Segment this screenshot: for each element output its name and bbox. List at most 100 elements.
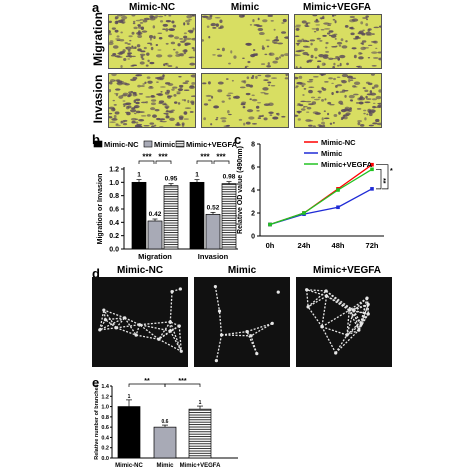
stained-cell bbox=[122, 103, 129, 106]
stained-cell bbox=[221, 120, 227, 123]
stained-cell bbox=[155, 43, 159, 47]
stained-cell bbox=[371, 40, 377, 43]
tube-branch bbox=[346, 310, 355, 336]
data-label: 0.98 bbox=[223, 174, 236, 181]
panel-d-letter: d bbox=[92, 266, 100, 281]
stained-cell bbox=[359, 124, 365, 127]
stained-cell bbox=[252, 48, 256, 52]
stained-cell bbox=[371, 98, 377, 101]
legend-swatch bbox=[143, 140, 153, 148]
stained-cell bbox=[188, 85, 195, 89]
tube-branch bbox=[99, 327, 117, 331]
stained-cell bbox=[323, 63, 326, 65]
tube-branch bbox=[124, 317, 140, 326]
stained-cell bbox=[358, 30, 364, 34]
stained-cell bbox=[263, 79, 269, 81]
stained-cell bbox=[335, 90, 339, 94]
stained-cell bbox=[260, 92, 266, 94]
tube-branch bbox=[246, 322, 273, 333]
stained-cell bbox=[333, 62, 336, 66]
stained-cell bbox=[178, 115, 184, 119]
stained-cell bbox=[349, 99, 353, 101]
stained-cell bbox=[183, 52, 187, 55]
stained-cell bbox=[295, 54, 299, 57]
tube-branch bbox=[169, 330, 182, 352]
stained-cell bbox=[116, 15, 123, 17]
stained-cell bbox=[233, 55, 237, 59]
stained-cell bbox=[203, 117, 207, 121]
stained-cell bbox=[129, 39, 132, 42]
panel-a-col-title-3: Mimic+VEGFA bbox=[302, 2, 372, 13]
stained-cell bbox=[115, 38, 121, 40]
stained-cell bbox=[120, 64, 123, 68]
stained-cell bbox=[350, 26, 354, 30]
stained-cell bbox=[336, 41, 343, 45]
stained-cell bbox=[332, 15, 337, 17]
tube-node bbox=[123, 316, 127, 320]
stained-cell bbox=[143, 46, 147, 50]
stained-cell bbox=[168, 28, 175, 31]
stained-cell bbox=[173, 101, 178, 104]
significance-label: *** bbox=[216, 153, 226, 162]
stained-cell bbox=[269, 52, 272, 56]
panel-d-col-title-1: Mimic-NC bbox=[116, 265, 164, 276]
stained-cell bbox=[295, 87, 299, 89]
stained-cell bbox=[372, 122, 378, 125]
stained-cell bbox=[190, 100, 195, 104]
stained-cell bbox=[225, 78, 229, 80]
stained-cell bbox=[376, 122, 381, 126]
stained-cell bbox=[245, 121, 251, 125]
stained-cell bbox=[152, 114, 157, 118]
tube-branch bbox=[115, 317, 126, 329]
data-label: 1 bbox=[199, 400, 202, 406]
stained-cell bbox=[378, 89, 381, 93]
stained-cell bbox=[120, 120, 126, 123]
stained-cell bbox=[119, 39, 125, 42]
stained-cell bbox=[162, 23, 169, 27]
data-label: 0.42 bbox=[149, 211, 162, 218]
tube-background bbox=[194, 277, 290, 367]
stained-cell bbox=[176, 92, 181, 95]
stained-cell bbox=[137, 24, 141, 27]
tube-branch bbox=[346, 310, 350, 336]
stained-cell bbox=[306, 80, 313, 83]
stained-cell bbox=[339, 54, 346, 59]
stained-cell bbox=[331, 46, 338, 48]
stained-cell bbox=[309, 39, 316, 42]
x-tick-label: Mimic-NC bbox=[115, 463, 143, 468]
stained-cell bbox=[142, 83, 146, 85]
y-tick-label: 1.0 bbox=[109, 180, 119, 187]
stained-cell bbox=[270, 20, 274, 22]
tube-node bbox=[178, 287, 182, 291]
stained-cell bbox=[258, 32, 265, 36]
stained-cell bbox=[172, 24, 177, 28]
stained-cell bbox=[159, 118, 166, 121]
stained-cell bbox=[116, 81, 123, 86]
stained-cell bbox=[159, 86, 166, 88]
stained-cell bbox=[308, 124, 313, 127]
stained-cell bbox=[367, 82, 373, 86]
tube-image-mimic-vegfa bbox=[296, 277, 392, 367]
stained-cell bbox=[366, 113, 369, 116]
stained-cell bbox=[249, 98, 252, 101]
stained-cell bbox=[358, 51, 362, 55]
tube-branch bbox=[103, 309, 107, 320]
legend-swatch bbox=[93, 140, 103, 148]
stained-cell bbox=[312, 15, 318, 17]
stained-cell bbox=[373, 57, 379, 59]
stained-cell bbox=[361, 40, 367, 43]
stained-cell bbox=[154, 109, 160, 112]
stained-cell bbox=[146, 114, 151, 117]
tube-branch bbox=[358, 304, 369, 331]
stained-cell bbox=[174, 36, 180, 40]
y-tick-label: 0.2 bbox=[101, 446, 109, 452]
stained-cell bbox=[175, 54, 181, 57]
stained-cell bbox=[305, 119, 312, 122]
stained-cell bbox=[267, 81, 272, 84]
x-tick-label: Migration bbox=[138, 252, 172, 261]
stained-cell bbox=[306, 54, 310, 56]
stained-cell bbox=[257, 117, 262, 119]
tube-image-mimic-nc bbox=[92, 277, 188, 367]
tube-node bbox=[168, 329, 172, 333]
tube-branch bbox=[178, 325, 182, 352]
